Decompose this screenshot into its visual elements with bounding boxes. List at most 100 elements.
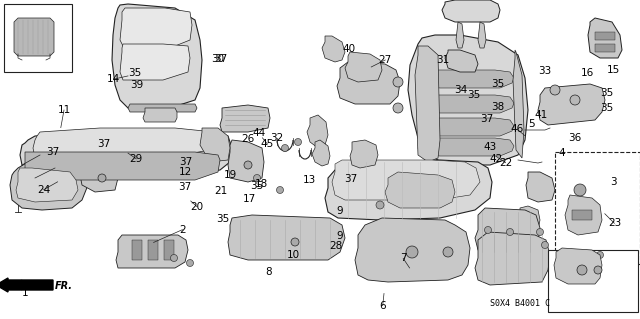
Polygon shape xyxy=(554,248,602,284)
Polygon shape xyxy=(128,104,197,112)
Text: 23: 23 xyxy=(608,218,621,228)
Text: 33: 33 xyxy=(539,66,552,76)
Text: 37: 37 xyxy=(214,54,227,64)
Text: 37: 37 xyxy=(97,139,110,149)
Circle shape xyxy=(291,238,299,246)
Text: 35: 35 xyxy=(128,68,141,78)
Polygon shape xyxy=(33,128,218,160)
Polygon shape xyxy=(312,140,330,166)
Text: 39: 39 xyxy=(130,79,143,90)
Circle shape xyxy=(541,241,548,249)
Polygon shape xyxy=(23,152,220,180)
Polygon shape xyxy=(350,140,378,168)
Circle shape xyxy=(443,247,453,257)
Polygon shape xyxy=(143,108,177,122)
Polygon shape xyxy=(565,195,602,235)
Circle shape xyxy=(294,138,301,145)
Polygon shape xyxy=(332,160,480,200)
Text: 37: 37 xyxy=(179,157,192,167)
Polygon shape xyxy=(588,18,622,58)
Polygon shape xyxy=(385,172,455,208)
Text: 35: 35 xyxy=(492,78,504,89)
Polygon shape xyxy=(445,50,478,72)
Circle shape xyxy=(186,259,193,266)
Polygon shape xyxy=(518,206,540,232)
Circle shape xyxy=(506,228,513,235)
Circle shape xyxy=(244,161,252,169)
Polygon shape xyxy=(345,52,382,82)
Polygon shape xyxy=(200,128,230,162)
Text: 31: 31 xyxy=(436,55,449,65)
Polygon shape xyxy=(228,140,264,182)
Polygon shape xyxy=(418,138,514,156)
Text: 35: 35 xyxy=(216,213,229,224)
Text: 19: 19 xyxy=(224,170,237,180)
Text: 43: 43 xyxy=(483,142,496,152)
Text: 16: 16 xyxy=(581,68,594,78)
Text: 37: 37 xyxy=(480,114,493,124)
Circle shape xyxy=(393,103,403,113)
Polygon shape xyxy=(418,70,514,88)
Bar xyxy=(4,4,72,72)
Circle shape xyxy=(536,228,543,235)
Text: 45: 45 xyxy=(261,139,274,149)
Text: 22: 22 xyxy=(499,158,512,168)
Polygon shape xyxy=(475,232,550,285)
Text: 21: 21 xyxy=(214,186,227,196)
Bar xyxy=(572,210,592,220)
Bar xyxy=(548,250,638,312)
Text: 35: 35 xyxy=(600,103,613,113)
Polygon shape xyxy=(415,46,440,162)
Text: 32: 32 xyxy=(270,133,283,143)
Text: 14: 14 xyxy=(108,74,120,84)
Circle shape xyxy=(282,145,289,152)
Text: 3: 3 xyxy=(610,177,616,187)
Text: 24: 24 xyxy=(37,185,50,195)
Text: 30: 30 xyxy=(211,54,224,64)
Text: 20: 20 xyxy=(191,202,204,212)
Text: 5: 5 xyxy=(528,119,534,129)
Polygon shape xyxy=(112,4,202,108)
Text: 36: 36 xyxy=(568,133,581,143)
Polygon shape xyxy=(220,105,270,132)
Polygon shape xyxy=(16,168,78,202)
Polygon shape xyxy=(120,44,190,80)
Circle shape xyxy=(253,174,260,182)
Polygon shape xyxy=(408,35,528,165)
Bar xyxy=(555,152,640,264)
Polygon shape xyxy=(478,22,486,48)
Polygon shape xyxy=(14,18,54,56)
Text: 37: 37 xyxy=(46,146,59,157)
Circle shape xyxy=(484,226,492,234)
Bar xyxy=(148,240,158,260)
Circle shape xyxy=(586,251,593,258)
Text: 29: 29 xyxy=(130,154,143,164)
Bar xyxy=(595,44,615,52)
Text: 26: 26 xyxy=(242,134,255,144)
Circle shape xyxy=(393,77,403,87)
Circle shape xyxy=(276,187,284,194)
Circle shape xyxy=(594,266,602,274)
Polygon shape xyxy=(355,218,470,282)
Text: 6: 6 xyxy=(380,300,386,311)
Circle shape xyxy=(550,85,560,95)
Text: 42: 42 xyxy=(490,154,502,164)
Polygon shape xyxy=(456,22,464,48)
Polygon shape xyxy=(513,50,524,158)
Text: 38: 38 xyxy=(492,102,504,112)
Text: 9: 9 xyxy=(336,205,342,216)
Circle shape xyxy=(577,265,587,275)
Polygon shape xyxy=(337,62,400,104)
Text: 12: 12 xyxy=(179,167,192,177)
Text: 9: 9 xyxy=(336,231,342,241)
Text: S0X4 B4001 C: S0X4 B4001 C xyxy=(490,299,550,308)
Text: 28: 28 xyxy=(330,241,342,251)
Polygon shape xyxy=(228,215,345,260)
Circle shape xyxy=(596,251,604,258)
Circle shape xyxy=(170,255,177,262)
Polygon shape xyxy=(442,0,500,22)
Polygon shape xyxy=(526,172,555,202)
Text: 1: 1 xyxy=(22,288,29,299)
Text: 35: 35 xyxy=(251,181,264,191)
Text: 40: 40 xyxy=(342,44,355,54)
